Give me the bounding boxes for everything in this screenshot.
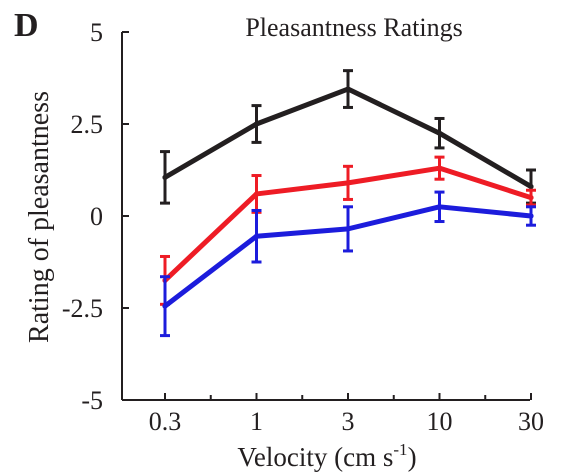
y-tick-label: -2.5 — [62, 294, 103, 323]
y-axis-label: Rating of pleasantness — [24, 91, 55, 343]
data-point — [162, 303, 168, 309]
series-1 — [160, 69, 536, 205]
x-tick-label: 10 — [427, 407, 453, 436]
data-point — [436, 204, 443, 210]
x-axis-label-suffix: ) — [408, 442, 417, 472]
data-point — [253, 191, 260, 197]
y-tick-label: 0 — [90, 202, 103, 231]
y-tick-label: -5 — [81, 386, 103, 415]
data-point — [345, 180, 351, 186]
x-axis-label-superscript: -1 — [393, 440, 407, 459]
x-axis-label: Velocity (cm s-1) — [237, 440, 416, 472]
x-tick-label: 1 — [250, 407, 263, 436]
data-point — [162, 174, 168, 180]
y-tick-label: 2.5 — [71, 110, 104, 139]
data-point — [345, 226, 351, 232]
data-point — [436, 165, 443, 171]
data-point — [528, 195, 534, 201]
series-3 — [160, 190, 536, 338]
data-point — [528, 183, 534, 190]
data-point — [345, 86, 351, 92]
axes — [121, 31, 532, 401]
x-tick-label: 3 — [342, 407, 355, 436]
chart-title: Pleasantness Ratings — [245, 13, 462, 42]
x-tick-label: 30 — [518, 407, 544, 436]
x-axis-label-main: Velocity (cm s — [237, 442, 393, 472]
data-point — [528, 213, 534, 219]
data-point — [253, 233, 260, 239]
panel-label: D — [14, 7, 39, 44]
tick-labels: 5 2.5 0 -2.5 -5 0.3 1 3 10 30 — [62, 18, 544, 436]
y-tick-label: 5 — [90, 18, 103, 47]
data-point — [436, 130, 443, 136]
data-point — [253, 121, 260, 127]
series-layer — [160, 69, 536, 338]
x-tick-label: 0.3 — [149, 407, 182, 436]
